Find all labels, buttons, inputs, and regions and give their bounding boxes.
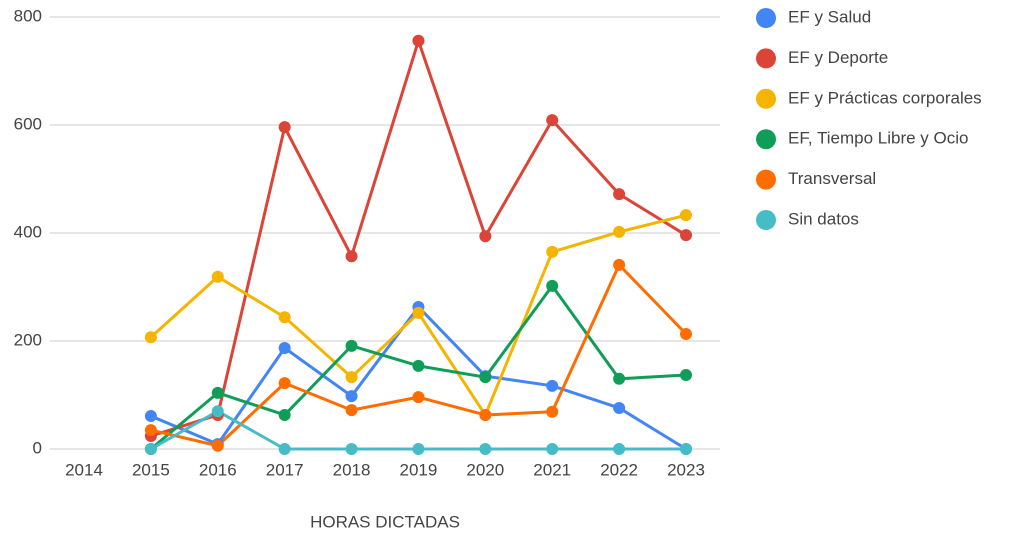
legend-marker <box>756 48 776 69</box>
data-point <box>613 225 626 238</box>
data-point <box>613 188 626 201</box>
data-point <box>345 371 358 384</box>
data-point <box>412 391 425 404</box>
y-tick-label: 0 <box>33 438 42 457</box>
y-tick-label: 400 <box>14 222 42 241</box>
data-point <box>412 306 425 319</box>
data-point <box>613 372 626 385</box>
legend-label: Sin datos <box>788 209 859 228</box>
data-point <box>412 359 425 372</box>
y-tick-label: 800 <box>14 6 42 25</box>
data-point <box>278 311 291 324</box>
data-point <box>211 270 224 283</box>
data-point <box>613 258 626 271</box>
data-point <box>345 250 358 263</box>
data-point <box>546 279 559 292</box>
data-point <box>144 331 157 344</box>
data-point <box>546 114 559 127</box>
x-tick-label: 2020 <box>466 460 504 479</box>
data-point <box>680 209 692 222</box>
legend-label: EF y Deporte <box>788 48 888 67</box>
x-tick-label: 2014 <box>65 460 103 479</box>
data-point <box>479 230 492 243</box>
data-point <box>211 386 224 399</box>
data-point <box>211 439 224 452</box>
series-line <box>150 305 687 451</box>
data-point <box>345 443 358 455</box>
data-point <box>546 379 559 392</box>
series-line <box>150 39 687 438</box>
x-tick-label: 2017 <box>266 460 304 479</box>
data-point <box>680 443 692 455</box>
data-point <box>479 371 492 384</box>
data-point <box>680 327 692 340</box>
data-point <box>479 408 492 421</box>
data-point <box>613 443 626 455</box>
legend-label: EF y Prácticas corporales <box>788 88 982 107</box>
y-tick-label: 200 <box>14 330 42 349</box>
data-point <box>412 34 425 47</box>
x-tick-label: 2018 <box>333 460 371 479</box>
data-point <box>278 121 291 134</box>
data-point <box>278 377 291 390</box>
data-point <box>345 390 358 403</box>
data-point <box>345 339 358 352</box>
data-point <box>546 443 559 455</box>
x-tick-label: 2016 <box>199 460 237 479</box>
data-point <box>680 229 692 242</box>
data-point <box>278 342 291 355</box>
x-tick-label: 2021 <box>533 460 571 479</box>
legend-label: EF, Tiempo Libre y Ocio <box>788 129 968 148</box>
x-tick-label: 2022 <box>600 460 638 479</box>
legend-marker <box>756 169 776 190</box>
data-point <box>412 443 425 455</box>
data-point <box>278 408 291 421</box>
data-point <box>144 410 157 423</box>
y-tick-label: 600 <box>14 114 42 133</box>
legend-label: Transversal <box>788 169 876 188</box>
data-point <box>211 405 224 418</box>
data-point <box>278 443 291 455</box>
data-point <box>546 245 559 258</box>
legend-marker <box>756 8 776 28</box>
x-tick-label: 2019 <box>400 460 438 479</box>
data-point <box>345 404 358 417</box>
legend-marker <box>756 88 776 109</box>
data-point <box>613 401 626 414</box>
x-tick-label: 2023 <box>667 460 705 479</box>
data-point <box>680 369 692 382</box>
x-tick-label: 2015 <box>132 460 170 479</box>
legend-marker <box>756 210 776 230</box>
data-point <box>546 405 559 418</box>
legend-marker <box>756 129 776 150</box>
data-point <box>144 424 157 437</box>
legend-label: EF y Salud <box>788 7 871 26</box>
data-point <box>479 443 492 455</box>
x-axis-label: HORAS DICTADAS <box>310 512 460 531</box>
data-point <box>144 443 157 455</box>
